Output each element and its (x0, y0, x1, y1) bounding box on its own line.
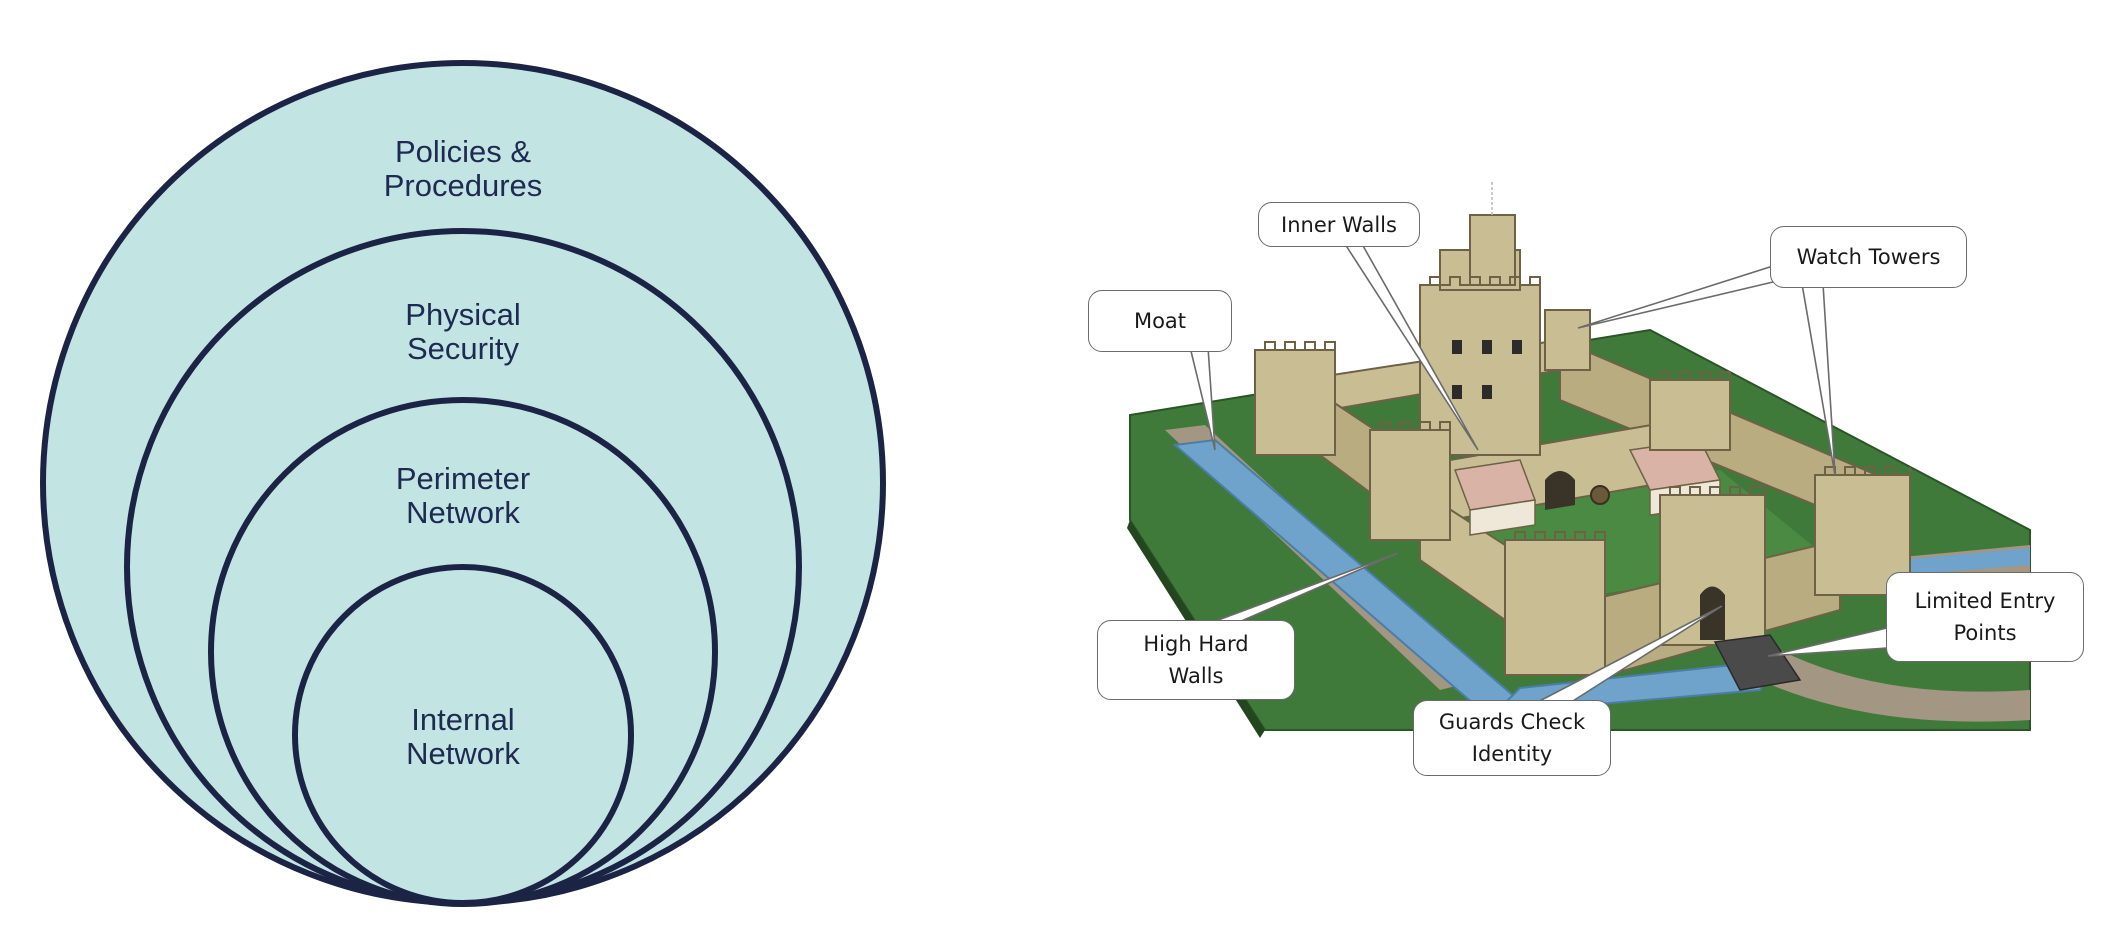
keep-window (1512, 340, 1522, 354)
keep-window (1452, 385, 1462, 399)
tower-back-left (1254, 349, 1336, 456)
callout-watch-towers: Watch Towers (1770, 226, 1967, 288)
moat-water-right (1900, 548, 2030, 575)
callout-line: Identity (1471, 742, 1553, 766)
defense-layers-diagram (40, 60, 886, 907)
gate-arch (1700, 586, 1725, 640)
label-line: Network (406, 736, 520, 771)
label-line: Network (406, 495, 520, 530)
callout-line: Inner Walls (1281, 212, 1397, 237)
keep-spire (1469, 214, 1516, 286)
wagon-wheel (1590, 485, 1610, 505)
label-policies-procedures: Policies & Procedures (313, 135, 613, 203)
callout-inner-walls: Inner Walls (1258, 202, 1420, 247)
callout-guards-check-identity: Guards Check Identity (1413, 700, 1611, 776)
approach-path (1760, 650, 2030, 722)
inner-gate-arch (1545, 471, 1575, 510)
keep-window (1482, 385, 1492, 399)
label-line: Security (407, 331, 519, 366)
label-line: Internal (411, 702, 515, 737)
label-line: Perimeter (395, 461, 531, 496)
label-line: Policies & (394, 134, 532, 169)
keep-window (1482, 340, 1492, 354)
tower-mid-right (1649, 379, 1731, 451)
callout-line: Guards Check (1438, 710, 1586, 734)
battlements (1255, 276, 1911, 541)
label-line: Physical (405, 297, 521, 332)
ring-internal-network (292, 564, 634, 906)
callout-line: Moat (1133, 309, 1187, 333)
callout-line: High Hard (1143, 632, 1249, 656)
callout-high-hard-walls: High Hard Walls (1097, 620, 1295, 700)
keep-window (1452, 340, 1462, 354)
house-left-wall (1469, 499, 1536, 536)
label-line: Procedures (383, 168, 543, 203)
callout-line: Watch Towers (1796, 245, 1941, 269)
label-perimeter-network: Perimeter Network (313, 462, 613, 530)
label-internal-network: Internal Network (313, 703, 613, 771)
drawbridge (1713, 634, 1802, 691)
tower-back-right (1544, 309, 1591, 371)
callout-limited-entry-points: Limited Entry Points (1886, 572, 2084, 662)
callout-line: Walls (1168, 664, 1224, 688)
watch-towers-callout-pointer (1577, 264, 1774, 329)
tower-front-left (1504, 539, 1606, 676)
callout-line: Limited Entry (1914, 589, 2056, 613)
label-physical-security: Physical Security (313, 298, 613, 366)
callout-moat: Moat (1088, 290, 1232, 352)
tower-left-front (1369, 429, 1451, 541)
callout-line: Points (1953, 621, 2017, 645)
